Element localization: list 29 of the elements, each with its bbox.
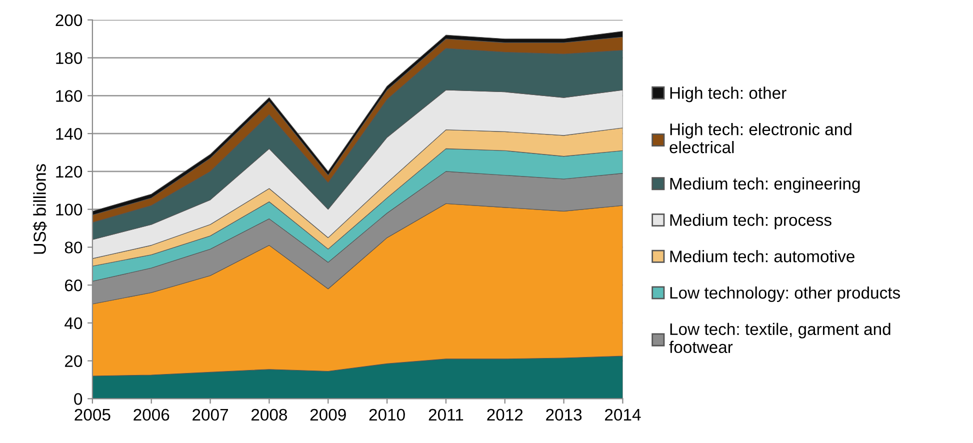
x-tick-label: 2014 [605,408,641,421]
y-tick-label: 40 [64,317,82,330]
legend-label: Low technology: other products [670,286,900,302]
legend-label: Low tech: textile, garment and footwear [669,322,890,354]
y-tick-label: 180 [56,52,82,64]
y-tick-label: 160 [56,90,82,102]
y-tick-label: 60 [65,279,82,292]
x-tick-label: 2005 [74,408,110,421]
y-tick-label: 200 [56,14,82,26]
y-tick-label: 100 [56,204,82,216]
x-tick-label: 2010 [369,408,405,421]
x-tick-label: 2006 [134,408,170,421]
legend-label: High tech: electronic and electrical [670,123,852,154]
y-tick-label: 20 [65,355,82,368]
legend-label: Medium tech: automotive [670,250,854,262]
x-tick-label: 2008 [252,408,288,421]
x-tick-label: 2007 [192,408,228,421]
y-tick-label: 140 [56,128,82,140]
x-tick-label: 2013 [546,408,582,421]
x-tick-label: 2011 [428,408,464,421]
legend-label: Medium tech: engineering [670,177,860,193]
legend-label: High tech: other [670,86,786,102]
y-tick-label: 80 [64,242,82,254]
x-tick-label: 2009 [310,408,346,421]
x-tick-label: 2012 [487,408,523,421]
y-tick-label: 0 [74,393,82,405]
y-tick-label: 120 [56,166,82,178]
legend-label: Medium tech: process [670,214,832,230]
y-axis-title: US$ billions [32,164,47,254]
